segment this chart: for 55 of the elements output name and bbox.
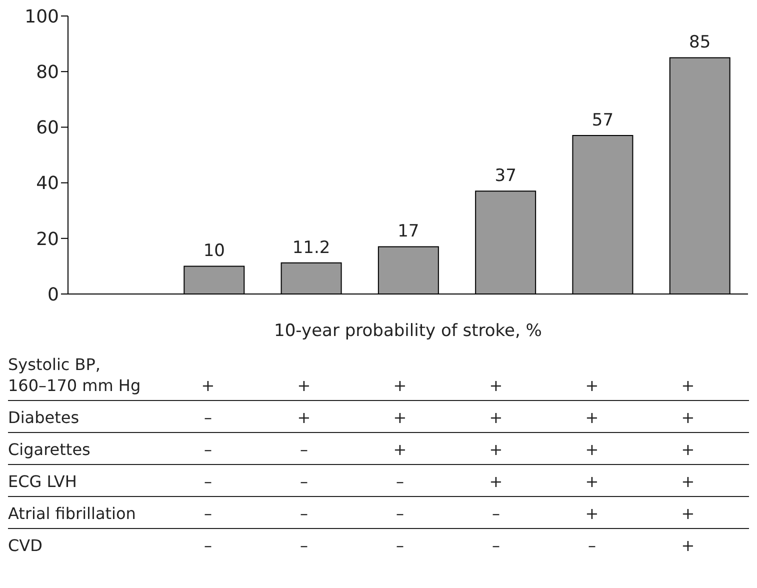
data-label: 57 [592,110,614,131]
y-tick-label: 80 [36,62,59,83]
text: – [299,471,309,492]
text: + [584,471,600,492]
text: – [203,407,213,428]
y-tick-label: 20 [36,228,59,250]
text: – [203,503,213,524]
text: – [395,535,405,556]
text: + [680,439,696,460]
text: + [680,407,696,428]
data-label: 37 [494,166,516,186]
text: ECG LVH [8,471,78,492]
text: + [680,375,696,396]
text: – [203,471,213,492]
y-tick-label: 60 [36,118,59,139]
data-label: 17 [398,222,420,242]
text: – [299,535,309,556]
text: – [587,535,597,556]
text: – [299,439,309,460]
text: Cigarettes [8,439,92,460]
text: – [491,503,501,524]
data-label: 11.2 [292,238,330,258]
y-tick-label: 40 [36,173,59,194]
text: – [299,503,309,524]
text: + [584,407,600,428]
data-label: 85 [689,32,711,53]
text: + [200,375,216,396]
text: CVD [8,535,44,556]
text: – [395,503,405,524]
text: Atrial fibrillation [8,503,137,524]
text: + [584,503,600,524]
text: + [392,407,408,428]
text: + [488,407,504,428]
text: + [488,471,504,492]
text: + [584,375,600,396]
text: + [488,375,504,396]
text: – [395,471,405,492]
text: + [392,375,408,396]
text: – [203,439,213,460]
text: + [296,407,312,428]
text: – [491,535,501,556]
text: + [584,439,600,460]
y-tick-label: 100 [24,6,59,28]
text: + [488,439,504,460]
text: + [392,439,408,460]
data-label: 10 [203,241,225,262]
y-tick-label: 0 [48,284,59,306]
text: + [680,471,696,492]
text: – [203,535,213,556]
text: + [680,535,696,556]
text: Diabetes [8,407,80,428]
x-axis-title: 10-year probability of stroke, % [274,321,542,341]
text: Systolic BP, 160–170 mm Hg [8,354,142,396]
text: + [680,503,696,524]
text: + [296,375,312,396]
